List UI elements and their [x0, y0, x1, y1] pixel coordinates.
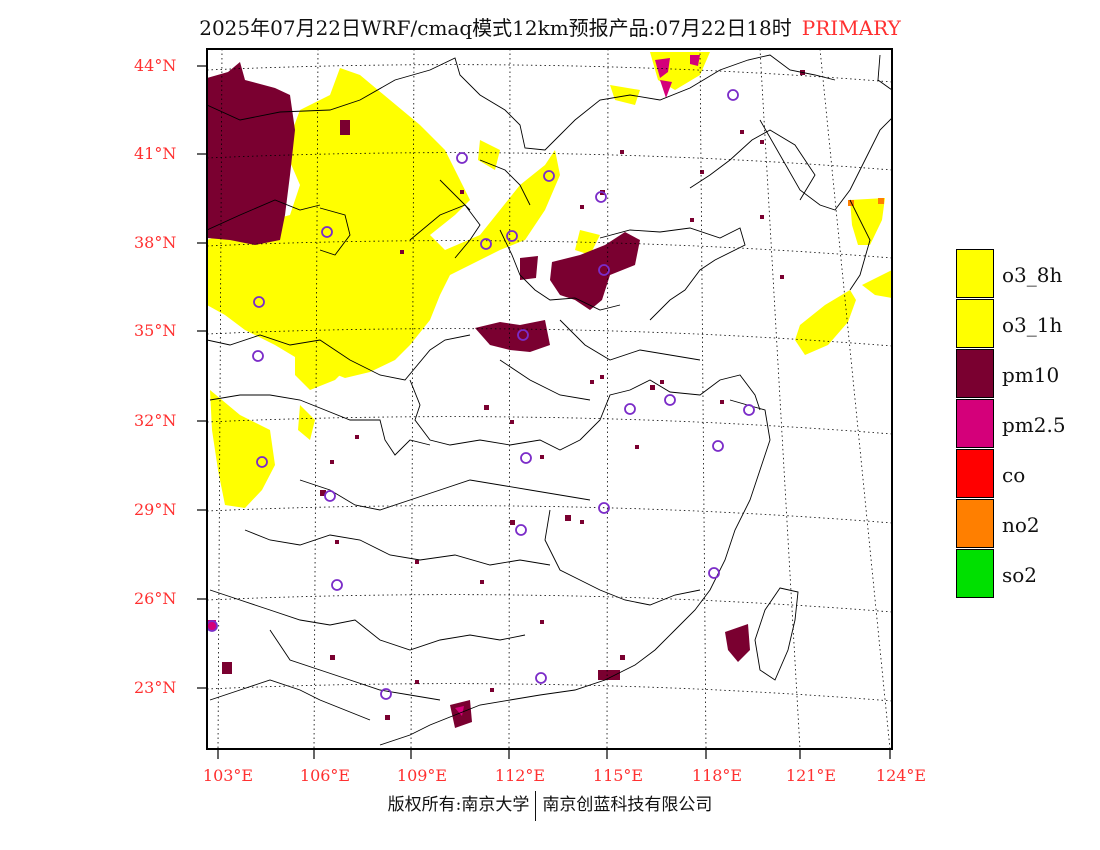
legend-label: o3_8h	[1002, 263, 1063, 287]
legend-label: co	[1002, 463, 1026, 487]
legend-label: no2	[1002, 513, 1040, 537]
pm10-region	[207, 62, 750, 728]
copyright-right: 南京创蓝科技有限公司	[542, 795, 713, 815]
legend-label: so2	[1002, 563, 1038, 587]
lon-label-115: 115°E	[592, 766, 644, 785]
boundaries	[207, 54, 892, 746]
lon-label-112: 112°E	[494, 766, 546, 785]
lat-label-41: 41°N	[134, 144, 177, 163]
lon-label-106: 106°E	[299, 766, 351, 785]
lon-label-103: 103°E	[202, 766, 254, 785]
pm10-cells	[320, 70, 805, 720]
legend-swatch	[956, 399, 994, 448]
copyright-divider	[535, 790, 537, 821]
copyright: 版权所有:南京大学 南京创蓝科技有限公司	[0, 790, 1100, 821]
lat-label-35: 35°N	[134, 321, 177, 340]
map-title: 2025年07月22日WRF/cmaq模式12km预报产品:07月22日18时 P…	[0, 12, 1100, 41]
title-tag: PRIMARY	[801, 16, 901, 40]
legend-swatch	[956, 449, 994, 498]
legend-label: pm2.5	[1002, 413, 1066, 437]
legend-swatch	[956, 349, 994, 398]
lat-label-32: 32°N	[134, 411, 177, 430]
lon-label-121: 121°E	[785, 766, 837, 785]
lat-label-26: 26°N	[134, 589, 177, 608]
legend-swatch	[956, 249, 994, 298]
legend-label: o3_1h	[1002, 313, 1063, 337]
legend-swatch	[956, 549, 994, 598]
legend-label: pm10	[1002, 363, 1060, 387]
o3-region	[207, 52, 892, 508]
lon-label-124: 124°E	[875, 766, 927, 785]
lat-label-44: 44°N	[134, 56, 177, 75]
lat-label-29: 29°N	[134, 500, 177, 519]
city-markers	[207, 89, 755, 700]
lat-label-38: 38°N	[134, 233, 177, 252]
lat-label-23: 23°N	[134, 678, 177, 697]
copyright-left: 版权所有:南京大学	[387, 795, 530, 815]
lon-label-118: 118°E	[691, 766, 743, 785]
title-text: 2025年07月22日WRF/cmaq模式12km预报产品:07月22日18时	[199, 16, 792, 40]
lon-label-109: 109°E	[396, 766, 448, 785]
map-frame	[206, 48, 893, 750]
axis-ticks	[197, 65, 891, 759]
legend-swatch	[956, 499, 994, 548]
legend-swatch	[956, 299, 994, 348]
graticule	[207, 49, 892, 749]
